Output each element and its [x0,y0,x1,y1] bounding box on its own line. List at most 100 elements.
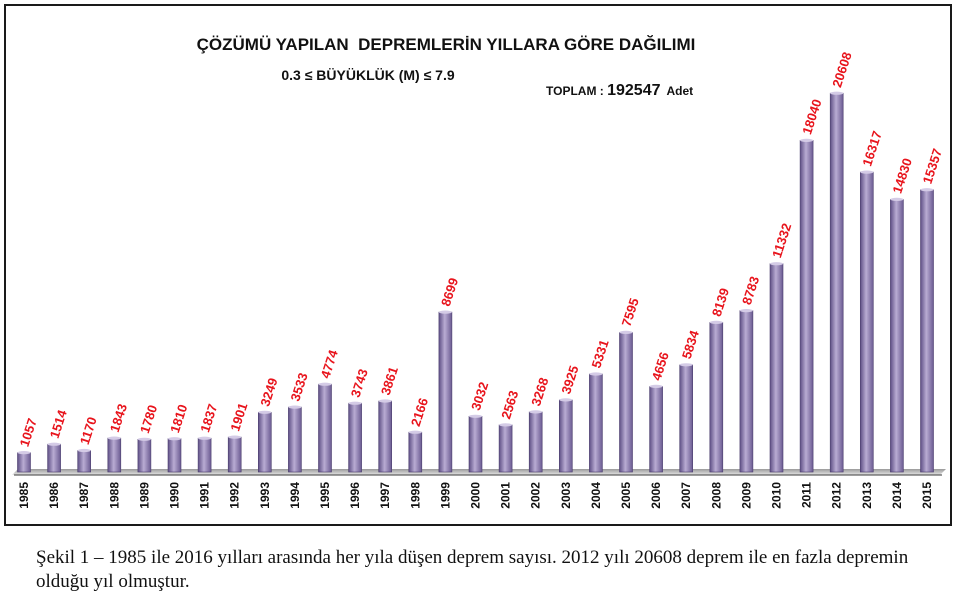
bar-1989 [137,438,152,473]
bar-cap-1988 [107,436,121,440]
bar-cap-1999 [438,310,452,314]
x-tick-1985: 1985 [17,482,31,509]
bars-group [17,91,934,473]
value-label-1986: 1514 [47,407,70,440]
value-label-2011: 18040 [799,97,824,136]
bar-cap-2008 [709,320,723,324]
bar-cap-2015 [920,188,934,192]
bar-2013 [859,171,874,473]
x-tick-2005: 2005 [619,482,633,509]
chart-subtitle: 0.3 ≤ BÜYÜKLÜK (M) ≤ 7.9 [281,67,454,83]
x-tick-1986: 1986 [47,482,61,509]
bar-cap-1993 [258,410,272,414]
bar-2012 [829,92,844,473]
bar-cap-1987 [77,448,91,453]
figure-caption: Şekil 1 – 1985 ile 2016 yılları arasında… [36,547,909,592]
x-tick-2011: 2011 [800,482,814,508]
x-tick-1996: 1996 [348,482,362,509]
x-tick-1994: 1994 [288,482,302,509]
value-label-2010: 11332 [769,221,794,259]
bar-cap-1995 [318,382,332,386]
total-value: 192547 [607,82,660,99]
x-tick-1992: 1992 [228,482,242,509]
value-label-1992: 1901 [227,401,250,433]
bar-2015 [920,189,934,473]
value-label-2007: 5834 [679,328,702,361]
value-label-1995: 4774 [318,347,341,380]
x-tick-2001: 2001 [499,482,513,509]
value-label-2015: 15357 [920,147,945,186]
bar-cap-2012 [830,91,844,95]
bar-cap-2009 [739,309,753,313]
bar-2010 [769,263,784,473]
x-tick-1995: 1995 [318,482,332,509]
x-tick-2004: 2004 [589,482,603,509]
x-tick-2003: 2003 [559,482,573,509]
total-label: TOPLAM : [546,84,607,98]
bar-1993 [258,411,272,473]
bar-cap-2014 [890,197,904,201]
bar-1991 [197,437,212,473]
bar-2011 [799,140,814,473]
value-label-1990: 1810 [167,402,190,434]
bar-cap-2000 [469,414,482,418]
bar-cap-2010 [770,262,783,266]
value-label-1998: 2166 [408,396,431,428]
value-label-2014: 14830 [889,156,914,195]
bar-cap-1986 [47,442,61,446]
x-tick-1987: 1987 [77,482,91,509]
value-label-2000: 3032 [468,380,491,412]
bar-1999 [438,311,453,473]
value-label-2004: 5331 [588,338,611,370]
value-label-1985: 1057 [17,416,40,448]
x-tick-2013: 2013 [860,482,874,509]
value-label-1989: 1780 [137,403,160,435]
x-tick-2010: 2010 [770,482,784,509]
bar-1988 [107,437,122,473]
value-label-2008: 8139 [709,286,732,318]
bar-2003 [558,399,573,473]
x-tick-1999: 1999 [438,482,452,509]
bar-cap-1994 [288,405,302,409]
x-tick-2012: 2012 [830,482,844,509]
bar-2007 [679,364,694,473]
bar-2005 [619,332,633,473]
bar-cap-2007 [679,363,693,367]
x-tick-2002: 2002 [529,482,543,509]
chart-title: ÇÖZÜMÜ YAPILAN DEPREMLERİN YILLARA GÖRE … [197,35,696,54]
bar-cap-2013 [860,170,874,174]
x-tick-2014: 2014 [890,482,904,509]
bar-cap-1996 [348,401,362,405]
value-label-1997: 3861 [378,365,401,397]
bar-2014 [890,199,904,473]
bar-cap-1985 [17,451,31,455]
x-tick-1990: 1990 [168,482,182,509]
bar-2008 [709,322,724,473]
x-tick-2015: 2015 [920,482,934,509]
value-label-2003: 3925 [558,364,581,396]
bar-1985 [17,452,31,473]
total-count: TOPLAM : 192547 Adet [546,82,693,99]
bar-cap-2004 [589,372,603,376]
x-tick-2007: 2007 [679,482,693,509]
bar-cap-1989 [137,437,151,441]
value-label-2013: 16317 [859,129,884,168]
bar-1997 [378,400,393,473]
bar-2009 [739,310,754,473]
x-tick-1998: 1998 [408,482,422,509]
value-label-1994: 3533 [287,371,310,403]
bar-cap-2006 [649,384,663,388]
bar-cap-2003 [559,398,573,402]
bar-cap-1998 [408,430,422,434]
x-tick-1993: 1993 [258,482,272,509]
value-label-1987: 1170 [77,415,100,446]
bar-1986 [47,443,61,473]
bar-cap-2001 [499,423,513,427]
bar-1987 [77,450,91,473]
x-tick-2000: 2000 [469,482,483,509]
value-label-1991: 1837 [197,402,220,434]
bar-cap-1992 [228,435,242,439]
bar-chart: ÇÖZÜMÜ YAPILAN DEPREMLERİN YILLARA GÖRE … [12,35,946,509]
value-label-2002: 3268 [528,376,551,408]
bar-cap-1990 [168,437,181,441]
